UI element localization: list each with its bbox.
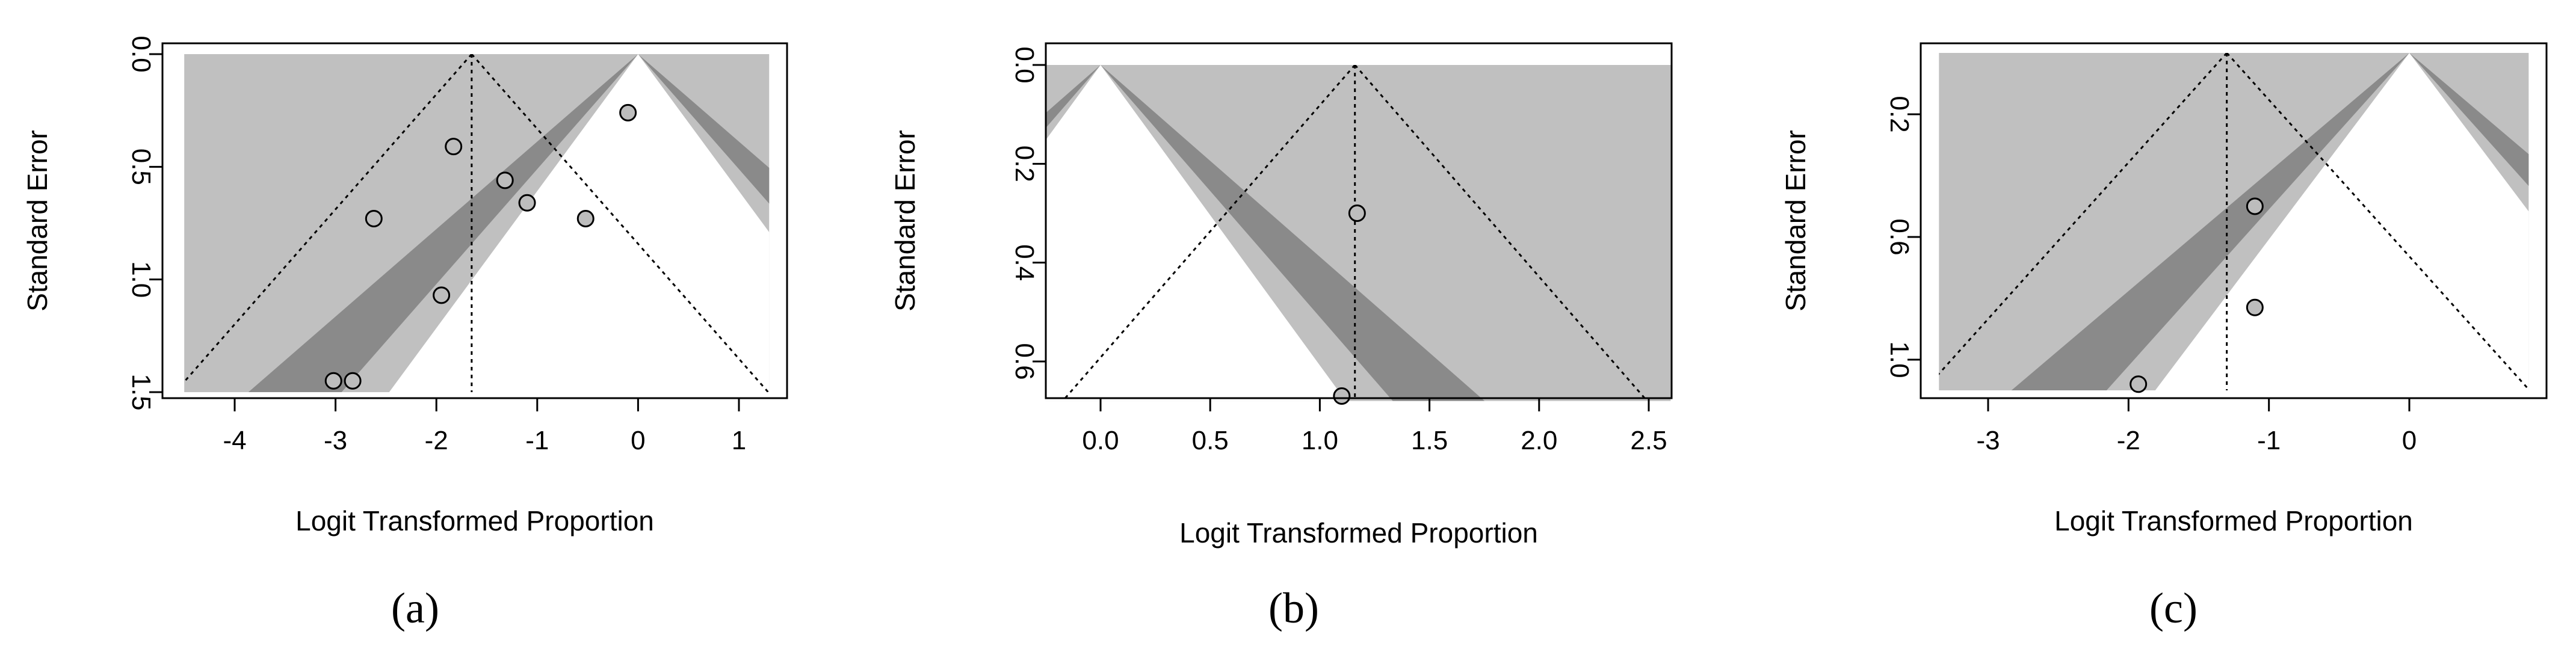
study-point	[324, 372, 342, 390]
study-point	[576, 210, 595, 228]
y-tick-label: 0.5	[126, 149, 156, 185]
x-axis-label: Logit Transformed Proportion	[1179, 517, 1538, 549]
x-axis-label: Logit Transformed Proportion	[295, 505, 654, 536]
panel-caption: (a)	[391, 584, 439, 632]
y-tick-label: 1.0	[1885, 341, 1914, 378]
y-tick-label: 0.2	[1885, 96, 1914, 132]
funnel-limit-left	[1061, 65, 1356, 401]
x-tick-label: 2.0	[1521, 426, 1557, 455]
x-axis-label: Logit Transformed Proportion	[2054, 505, 2413, 536]
study-point	[2246, 298, 2264, 316]
x-tick-label: 0	[631, 426, 645, 455]
x-tick-label: 1.5	[1411, 426, 1448, 455]
y-tick-label: 1.0	[126, 261, 156, 298]
funnel-limit-right	[1354, 65, 1648, 401]
study-point	[1333, 387, 1351, 405]
study-point	[344, 372, 362, 390]
study-point	[518, 194, 536, 212]
funnel-limit-left	[1939, 53, 2228, 375]
study-point	[445, 138, 463, 156]
panel-caption: (b)	[1268, 584, 1319, 632]
significance-band-left	[248, 54, 638, 392]
x-tick-label: 0.0	[1082, 426, 1119, 455]
funnel-limit-right	[2226, 53, 2529, 390]
significance-band-right	[638, 54, 770, 204]
study-point	[365, 210, 383, 228]
x-tick-label: 1	[732, 426, 746, 455]
x-tick-label: -4	[223, 426, 246, 455]
study-point	[496, 171, 514, 189]
y-tick-label: 0.6	[1010, 343, 1039, 380]
y-axis-label: Standard Error	[1780, 130, 1811, 312]
x-tick-label: -3	[1976, 426, 2000, 455]
y-tick-label: 0.2	[1010, 146, 1039, 182]
x-tick-label: -2	[2117, 426, 2140, 455]
y-tick-label: 0.0	[126, 35, 156, 72]
x-tick-label: 1.0	[1302, 426, 1338, 455]
significance-band-right	[2409, 53, 2529, 186]
significance-band-left	[2011, 53, 2409, 390]
panel-caption: (c)	[2149, 584, 2198, 632]
study-point	[433, 286, 451, 304]
y-tick-label: 0.6	[1885, 218, 1914, 255]
x-tick-label: -2	[425, 426, 448, 455]
significance-band-right	[1101, 65, 1485, 401]
y-tick-label: 0.0	[1010, 46, 1039, 83]
study-point	[1348, 204, 1366, 222]
y-axis-label: Standard Error	[22, 130, 53, 312]
x-tick-label: -1	[525, 426, 549, 455]
y-tick-label: 1.5	[126, 373, 156, 410]
x-tick-label: 0	[2402, 426, 2417, 455]
y-tick-label: 0.4	[1010, 244, 1039, 281]
study-point	[2130, 375, 2148, 393]
x-tick-label: -1	[2257, 426, 2281, 455]
study-point	[619, 103, 637, 121]
x-tick-label: -3	[324, 426, 347, 455]
study-point	[2246, 197, 2264, 215]
nonsignificant-funnel-region	[1045, 65, 1346, 401]
significance-band-left	[1045, 65, 1101, 128]
x-tick-label: 2.5	[1630, 426, 1667, 455]
x-tick-label: 0.5	[1192, 426, 1229, 455]
y-axis-label: Standard Error	[889, 130, 921, 312]
